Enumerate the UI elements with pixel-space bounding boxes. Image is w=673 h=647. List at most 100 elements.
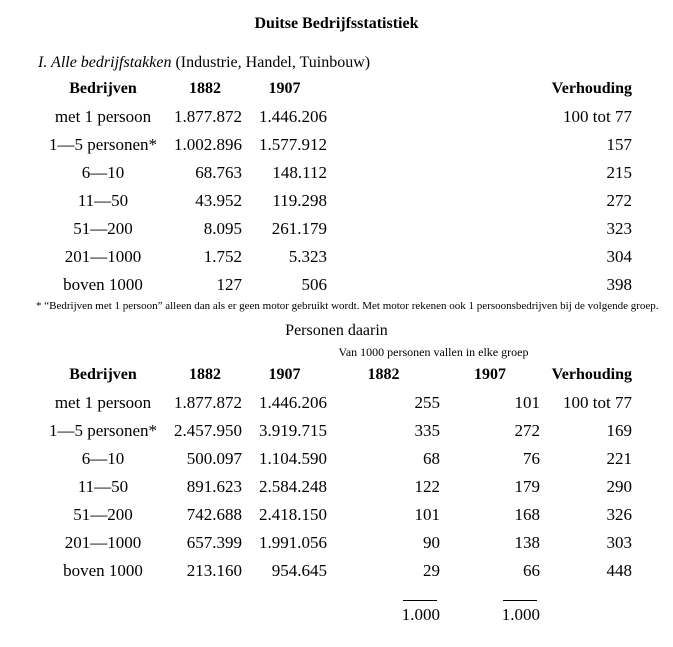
cell-per1000-1907: 101 [514, 393, 541, 412]
row-label: 51—200 [73, 219, 133, 238]
table-row: 11—50 891.623 2.584.248 122 179 290 [38, 473, 632, 501]
cell-per1000-1907: 138 [514, 533, 541, 552]
cell-1882: 213.160 [186, 561, 242, 580]
page-title: Duitse Bedrijfsstatistiek [254, 15, 419, 32]
cell-verhouding: 326 [606, 505, 633, 524]
row-label: 11—50 [77, 477, 129, 496]
table-row: 11—50 43.952 119.298 272 [38, 187, 632, 215]
total-per1000-1907: 1.000 [501, 605, 540, 624]
cell-1882: 500.097 [186, 449, 242, 468]
col-header-1907: 1907 [268, 366, 301, 383]
cell-1882: 68.763 [195, 163, 242, 182]
col-header-1882: 1882 [189, 366, 221, 383]
cell-verhouding: 398 [606, 275, 633, 294]
cell-1907: 2.418.150 [259, 505, 327, 524]
row-label: 6—10 [81, 449, 125, 468]
personen-table: Bedrijven 1882 1907 1882 1907 Verhouding… [38, 361, 632, 631]
subtitle-rest: (Industrie, Handel, Tuinbouw) [171, 54, 371, 71]
col-header-verhouding: Verhouding [551, 366, 632, 383]
col-header-per1000-1882: 1882 [367, 366, 400, 383]
table-row: 1—5 personen* 1.002.896 1.577.912 157 [38, 131, 632, 159]
cell-per1000-1882: 90 [423, 533, 440, 552]
totals-row: 1.000 1.000 [38, 603, 632, 631]
totals-rule-row [38, 597, 632, 603]
row-label: 6—10 [81, 163, 125, 182]
sum-rule-1882 [403, 599, 437, 601]
cell-1882: 1.752 [203, 247, 242, 266]
cell-verhouding: 100 tot 77 [563, 393, 632, 412]
cell-1907: 1.577.912 [259, 135, 327, 154]
section-heading: Personen daarin [285, 322, 388, 339]
cell-per1000-1882: 122 [414, 477, 441, 496]
table-header-row: Bedrijven 1882 1907 Verhouding [38, 75, 632, 103]
cell-per1000-1882: 255 [414, 393, 441, 412]
cell-per1000-1907: 168 [514, 505, 541, 524]
col-header-verhouding: Verhouding [551, 80, 632, 97]
cell-1907: 954.645 [271, 561, 327, 580]
cell-per1000-1907: 272 [514, 421, 541, 440]
col-header-bedrijven: Bedrijven [69, 366, 137, 383]
bedrijven-table: Bedrijven 1882 1907 Verhouding met 1 per… [38, 75, 632, 299]
table-row: met 1 persoon 1.877.872 1.446.206 255 10… [38, 389, 632, 417]
cell-verhouding: 157 [606, 135, 633, 154]
table-row: 201—1000 657.399 1.991.056 90 138 303 [38, 529, 632, 557]
cell-verhouding: 221 [606, 449, 633, 468]
cell-verhouding: 290 [606, 477, 633, 496]
cell-1907: 1.446.206 [259, 107, 327, 126]
cell-per1000-1882: 335 [414, 421, 441, 440]
cell-1882: 2.457.950 [174, 421, 242, 440]
cell-1882: 1.002.896 [174, 135, 242, 154]
cell-1907: 1.991.056 [259, 533, 327, 552]
cell-1907: 5.323 [288, 247, 327, 266]
section-subtitle: I. Alle bedrijfstakken (Industrie, Hande… [38, 53, 673, 73]
sum-rule-1907 [503, 599, 537, 601]
table-header-row: Bedrijven 1882 1907 1882 1907 Verhouding [38, 361, 632, 389]
row-label: 11—50 [77, 191, 129, 210]
cell-1907: 1.446.206 [259, 393, 327, 412]
cell-verhouding: 215 [606, 163, 633, 182]
cell-1882: 891.623 [186, 477, 242, 496]
cell-1907: 506 [301, 275, 328, 294]
cell-1907: 2.584.248 [259, 477, 327, 496]
cell-verhouding: 323 [606, 219, 633, 238]
row-label: 201—1000 [64, 247, 142, 266]
cell-verhouding: 169 [606, 421, 633, 440]
table-row: 51—200 742.688 2.418.150 101 168 326 [38, 501, 632, 529]
subtitle-italic: I. Alle bedrijfstakken [38, 54, 172, 71]
table-row: boven 1000 213.160 954.645 29 66 448 [38, 557, 632, 585]
cell-per1000-1907: 66 [523, 561, 540, 580]
table-row: 6—10 68.763 148.112 215 [38, 159, 632, 187]
row-label: 1—5 personen* [48, 135, 158, 154]
cell-verhouding: 303 [606, 533, 633, 552]
footnote: * “Bedrijven met 1 persoon” alleen dan a… [36, 300, 659, 312]
col-header-1882: 1882 [189, 80, 221, 97]
cell-1882: 1.877.872 [174, 107, 242, 126]
table-row: 201—1000 1.752 5.323 304 [38, 243, 632, 271]
table-row: met 1 persoon 1.877.872 1.446.206 100 to… [38, 103, 632, 131]
row-label: boven 1000 [63, 275, 143, 294]
cell-verhouding: 304 [606, 247, 633, 266]
per-1000-note: Van 1000 personen vallen in elke groep [338, 345, 529, 359]
table-row: boven 1000 127 506 398 [38, 271, 632, 299]
cell-per1000-1882: 68 [423, 449, 440, 468]
table-row: 6—10 500.097 1.104.590 68 76 221 [38, 445, 632, 473]
total-per1000-1882: 1.000 [401, 605, 440, 624]
col-header-bedrijven: Bedrijven [69, 80, 137, 97]
cell-1882: 657.399 [186, 533, 242, 552]
cell-per1000-1907: 179 [514, 477, 541, 496]
row-label: 201—1000 [64, 533, 142, 552]
cell-1907: 148.112 [272, 163, 327, 182]
cell-1882: 8.095 [203, 219, 242, 238]
cell-1907: 261.179 [271, 219, 327, 238]
row-label: 51—200 [73, 505, 133, 524]
cell-per1000-1882: 101 [414, 505, 441, 524]
row-label: 1—5 personen* [48, 421, 158, 440]
cell-verhouding: 100 tot 77 [563, 107, 632, 126]
row-label: met 1 persoon [54, 393, 152, 412]
cell-1907: 3.919.715 [259, 421, 327, 440]
cell-per1000-1882: 29 [423, 561, 440, 580]
cell-verhouding: 448 [606, 561, 633, 580]
table-row: 51—200 8.095 261.179 323 [38, 215, 632, 243]
cell-1882: 1.877.872 [174, 393, 242, 412]
